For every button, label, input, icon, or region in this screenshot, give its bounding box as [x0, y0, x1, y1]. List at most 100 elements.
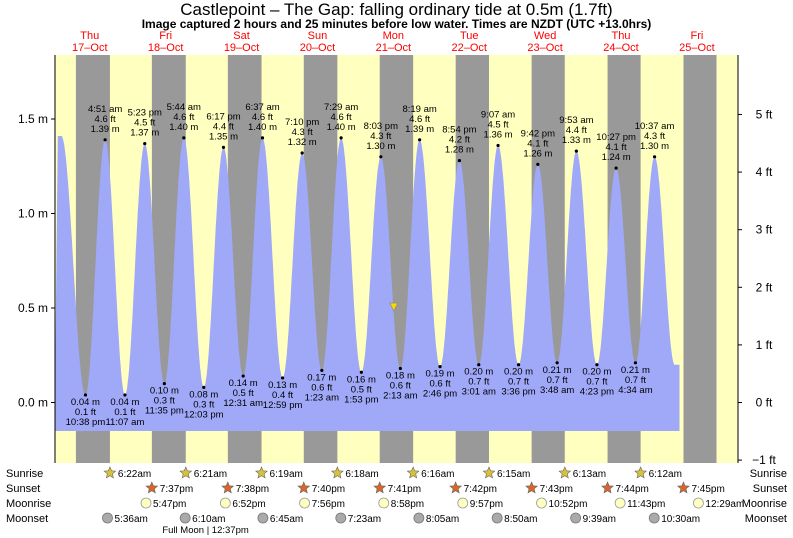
low-tide-label: 0.20 m — [504, 367, 533, 378]
high-tide-label: 1.39 m — [91, 124, 120, 135]
low-tide-label: 10:38 pm — [66, 417, 106, 428]
right-tick-label: 0 ft — [756, 396, 773, 410]
low-tide-label: 3:48 am — [540, 385, 574, 396]
high-tide-label: 1.40 m — [248, 122, 277, 133]
high-tide-label: 1.26 m — [523, 148, 552, 159]
sunset-icon — [525, 481, 539, 494]
high-tide-label: 4.6 ft — [331, 112, 352, 123]
astro-label-right: Sunrise — [750, 468, 787, 480]
moonset-time: 8:05am — [426, 514, 459, 525]
moonrise-time: 12:29am — [705, 499, 744, 510]
date-label: 23–Oct — [527, 42, 562, 54]
current-tide-marker — [389, 302, 399, 312]
high-tide-label: 4.3 ft — [292, 127, 313, 138]
sunset-icon — [221, 481, 235, 494]
astro-label-left: Sunrise — [6, 468, 43, 480]
low-tide-point — [162, 382, 166, 386]
moonset-icon — [257, 512, 269, 524]
moonrise-icon — [299, 497, 310, 509]
low-tide-point — [241, 374, 245, 378]
low-tide-label: 2:13 am — [383, 390, 417, 401]
sunrise-icon — [103, 466, 117, 479]
high-tide-label: 1.40 m — [169, 122, 198, 133]
moonset-time: 8:50am — [504, 514, 537, 525]
high-tide-point — [418, 138, 422, 142]
high-tide-label: 1.30 m — [366, 141, 395, 152]
high-tide-label: 10:37 am — [635, 121, 675, 132]
high-tide-label: 4.3 ft — [644, 131, 665, 142]
sunset-icon — [449, 481, 463, 494]
low-tide-point — [555, 361, 559, 365]
high-tide-label: 9:53 am — [559, 115, 593, 126]
high-tide-label: 6:17 pm — [206, 111, 240, 122]
sunset-icon — [373, 481, 387, 494]
high-tide-label: 1.24 m — [602, 152, 631, 163]
low-tide-point — [633, 361, 638, 365]
day-label: Wed — [534, 30, 556, 42]
low-tide-label: 0.19 m — [426, 369, 455, 380]
date-label: 24–Oct — [603, 42, 638, 54]
low-tide-point — [516, 363, 521, 367]
high-tide-label: 4.2 ft — [449, 135, 470, 146]
moonrise-time: 11:43pm — [627, 499, 665, 510]
right-tick-label: 3 ft — [756, 223, 773, 237]
high-tide-label: 4.1 ft — [606, 142, 627, 153]
moonset-time: 6:10am — [192, 514, 225, 525]
moonrise-time: 6:52pm — [232, 499, 265, 510]
low-tide-label: 0.04 m — [71, 397, 100, 408]
sunset-time: 7:45pm — [691, 484, 724, 495]
date-label: 21–Oct — [376, 42, 411, 54]
high-tide-point — [457, 158, 462, 163]
high-tide-point — [300, 151, 304, 155]
high-tide-label: 4.5 ft — [487, 119, 508, 130]
astro-label-left: Moonset — [6, 513, 48, 525]
high-tide-label: 1.35 m — [209, 131, 238, 142]
date-label: 17–Oct — [72, 42, 107, 54]
moonset-icon — [570, 512, 582, 524]
moonrise-icon — [536, 497, 547, 509]
high-tide-point — [260, 136, 265, 140]
right-tick-label: 5 ft — [756, 107, 773, 121]
high-tide-label: 4.5 ft — [134, 118, 155, 129]
high-tide-point — [496, 143, 500, 148]
left-tick-label: 0.0 m — [18, 396, 48, 410]
low-tide-label: 0.6 ft — [429, 379, 450, 390]
sunset-icon — [601, 481, 614, 494]
moonset-icon — [648, 512, 660, 524]
low-tide-point — [202, 385, 206, 389]
sunrise-icon — [255, 466, 268, 479]
moonset-icon — [179, 512, 191, 524]
high-tide-label: 1.37 m — [130, 128, 159, 139]
sunrise-icon — [634, 466, 648, 479]
high-tide-label: 8:54 pm — [442, 125, 476, 136]
day-label: Sat — [233, 30, 250, 42]
moonrise-time: 10:52pm — [549, 499, 588, 510]
day-label: Fri — [159, 30, 172, 42]
chart-title: Castlepoint – The Gap: falling ordinary … — [180, 0, 613, 19]
astro-label-left: Moonrise — [6, 498, 51, 510]
moonrise-time: 7:56pm — [312, 499, 345, 510]
low-tide-label: 2:46 pm — [423, 389, 457, 400]
sunset-time: 7:44pm — [616, 484, 649, 495]
sunset-time: 7:41pm — [388, 484, 421, 495]
low-tide-label: 3:01 am — [462, 387, 496, 398]
high-tide-label: 1.36 m — [484, 129, 513, 140]
left-tick-label: 1.0 m — [18, 207, 48, 221]
high-tide-label: 4.3 ft — [370, 131, 391, 142]
day-label: Tue — [460, 30, 479, 42]
low-tide-point — [359, 370, 363, 374]
left-tick-label: 0.5 m — [18, 301, 48, 315]
moonrise-icon — [219, 497, 231, 509]
date-label: 25–Oct — [679, 42, 714, 54]
high-tide-label: 1.28 m — [445, 145, 474, 156]
date-label: 20–Oct — [300, 42, 335, 54]
low-tide-label: 0.13 m — [268, 380, 297, 391]
low-tide-label: 0.1 ft — [75, 407, 96, 418]
high-tide-point — [379, 155, 383, 159]
sunset-time: 7:43pm — [540, 484, 573, 495]
high-tide-label: 4.6 ft — [252, 112, 273, 123]
sunrise-time: 6:13am — [573, 469, 606, 480]
low-tide-label: 0.20 m — [464, 367, 493, 378]
low-tide-label: 11:07 am — [105, 417, 144, 428]
high-tide-point — [339, 136, 343, 140]
